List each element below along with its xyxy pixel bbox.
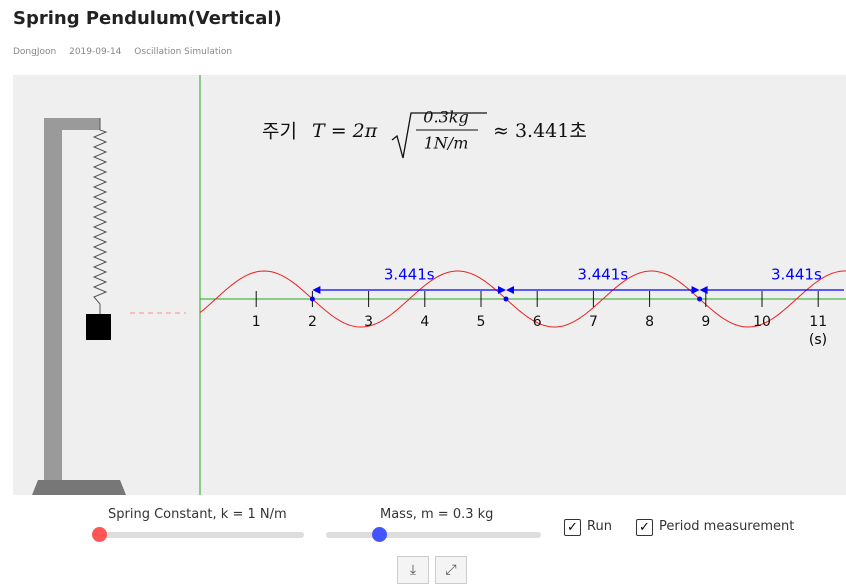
time-tick-label: 4 bbox=[420, 314, 429, 330]
formula-numerator: 0.3kg bbox=[423, 108, 468, 127]
time-tick-label: 2 bbox=[308, 314, 317, 330]
time-unit: (s) bbox=[809, 332, 827, 348]
time-tick-label: 6 bbox=[533, 314, 542, 330]
time-tick-label: 7 bbox=[589, 314, 598, 330]
run-checkbox[interactable]: ✓ bbox=[564, 519, 581, 536]
spring-knob[interactable] bbox=[92, 527, 107, 542]
formula-result: ≈ 3.441초 bbox=[493, 120, 587, 142]
stand-base bbox=[32, 480, 126, 495]
category[interactable]: Oscillation Simulation bbox=[134, 47, 233, 57]
time-tick-label: 11 bbox=[809, 314, 827, 330]
time-tick-label: 1 bbox=[252, 314, 261, 330]
spring-label: Spring Constant, k = 1 N/m bbox=[108, 507, 287, 522]
stand bbox=[44, 118, 100, 480]
download-button[interactable]: ⤓ bbox=[397, 556, 429, 584]
arrow-head bbox=[498, 286, 506, 294]
formula: 주기 T = 2π 0.3kg 1N/m ≈ 3.441초 bbox=[262, 108, 587, 159]
time-tick-label: 9 bbox=[701, 314, 710, 330]
meta: DongJoon 2019-09-14 Oscillation Simulati… bbox=[13, 47, 242, 57]
period-label: Period measurement bbox=[659, 519, 795, 534]
mass-knob[interactable] bbox=[372, 527, 387, 542]
fullscreen-button[interactable]: ⤢ bbox=[435, 556, 467, 584]
period-checkbox[interactable]: ✓ bbox=[636, 519, 653, 536]
time-tick-label: 10 bbox=[753, 314, 771, 330]
arrow-head bbox=[691, 286, 700, 294]
time-tick-label: 8 bbox=[645, 314, 654, 330]
displacement-curve bbox=[199, 270, 846, 328]
mass-slider[interactable] bbox=[326, 532, 541, 538]
spring-slider[interactable] bbox=[96, 532, 304, 538]
author: DongJoon bbox=[13, 47, 57, 57]
mass-label: Mass, m = 0.3 kg bbox=[380, 507, 494, 522]
date: 2019-09-14 bbox=[69, 47, 122, 57]
arrow-head bbox=[699, 286, 708, 294]
mass bbox=[86, 314, 111, 340]
crossing-dot bbox=[697, 296, 703, 302]
page-title: Spring Pendulum(Vertical) bbox=[13, 8, 282, 29]
period-label: 3.441s bbox=[577, 266, 628, 284]
spring bbox=[92, 118, 108, 314]
arrow-head bbox=[506, 286, 514, 294]
crossing-dot bbox=[309, 296, 315, 302]
time-tick-label: 3 bbox=[364, 314, 373, 330]
formula-lhs: T = 2π bbox=[312, 120, 378, 142]
formula-prefix: 주기 bbox=[262, 121, 297, 143]
period-label: 3.441s bbox=[384, 266, 435, 284]
arrow-head bbox=[312, 286, 321, 294]
time-tick-label: 5 bbox=[477, 314, 486, 330]
period-label: 3.441s bbox=[771, 266, 822, 284]
formula-denominator: 1N/m bbox=[424, 134, 469, 153]
crossing-dot bbox=[503, 296, 509, 302]
run-label: Run bbox=[587, 519, 612, 534]
canvas-bg bbox=[13, 75, 846, 495]
